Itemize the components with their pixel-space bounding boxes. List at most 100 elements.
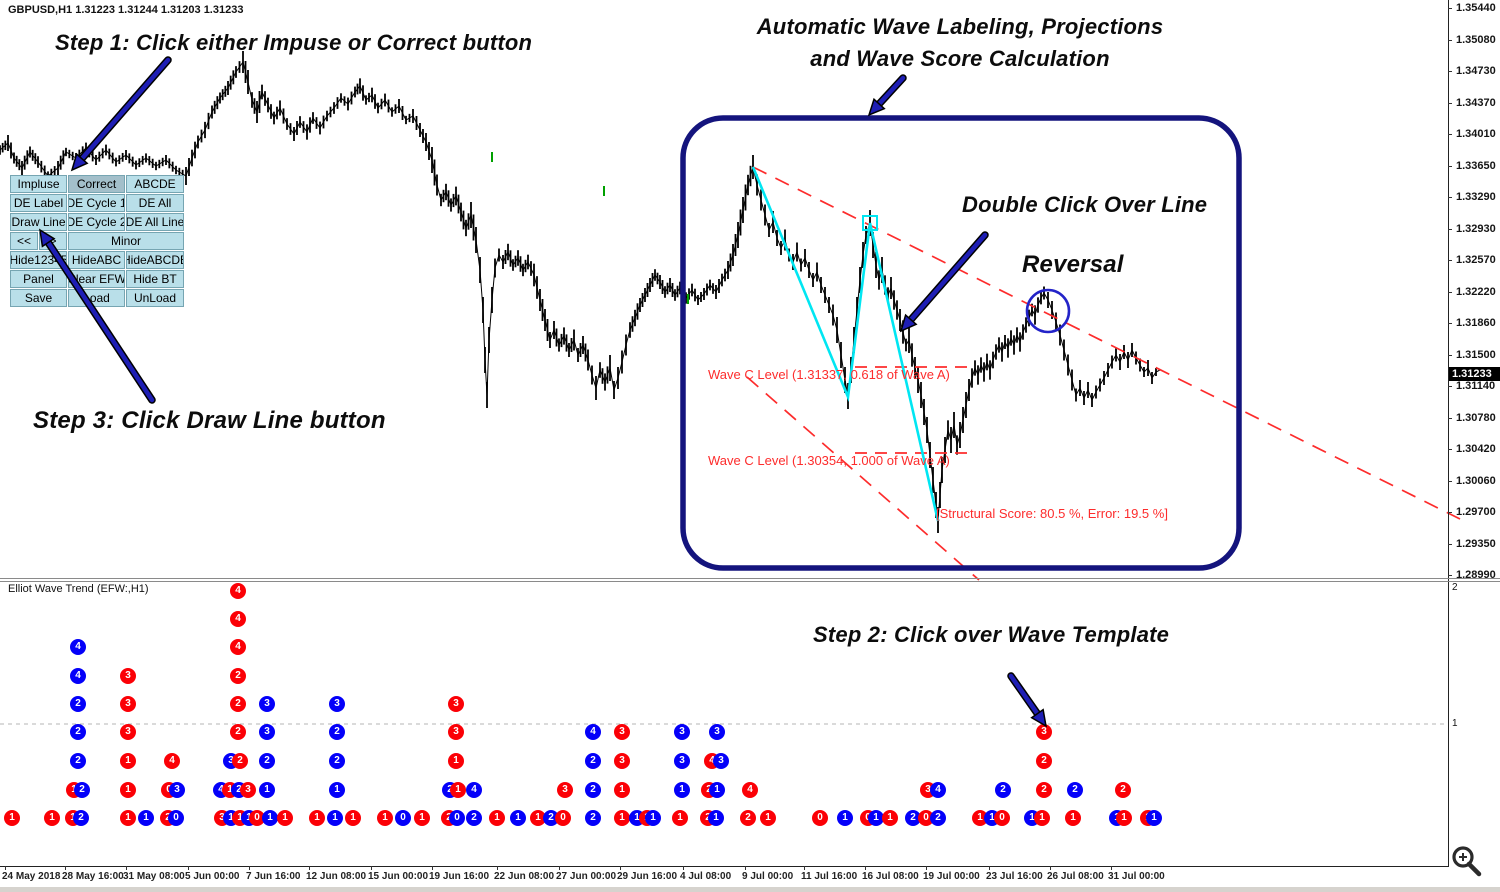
button-hide12345[interactable]: Hide12345 [10,251,67,269]
button-impluse[interactable]: Impluse [10,175,67,193]
button-de-all[interactable]: DE All [126,194,184,212]
annotation-double-click: Double Click Over Line [962,192,1208,217]
time-tick [559,866,560,870]
price-tick-label: 1.29350 [1456,537,1496,550]
wave-ball-red-4: 4 [230,583,246,599]
wave-ball-blue-2: 2 [70,753,86,769]
window-bottom-edge [0,887,1500,892]
button-clear-efw[interactable]: Clear EFW [68,270,125,288]
price-tick-label: 1.32930 [1456,222,1496,235]
wave-ball-red-0: 0 [812,810,828,826]
price-tick-label: 1.33290 [1456,191,1496,203]
button--[interactable]: << [10,232,38,250]
annotation-auto-wave-line2: and Wave Score Calculation [810,46,1110,71]
wave-ball-red-1: 1 [489,810,505,826]
wave-ball-blue-2: 2 [585,782,601,798]
wave-ball-blue-3: 3 [169,782,185,798]
wave-ball-blue-3: 3 [713,753,729,769]
time-tick [432,866,433,870]
wave-ball-red-2: 2 [1036,753,1052,769]
time-tick-label: 19 Jun 16:00 [429,871,490,882]
wave-ball-red-1: 1 [672,810,688,826]
wave-ball-red-1: 1 [309,810,325,826]
button-de-cycle-1[interactable]: DE Cycle 1 [68,194,125,212]
red-dashed-trendline [746,376,980,581]
time-tick-label: 12 Jun 08:00 [306,871,367,882]
time-tick [497,866,498,870]
subwindow-separator-bottom[interactable] [0,581,1500,582]
price-tick [1448,417,1452,419]
current-price-badge: 1.31233 [1449,367,1500,381]
wave-ball-red-1: 1 [44,810,60,826]
button-de-label[interactable]: DE Label [10,194,67,212]
button-panel[interactable]: Panel [10,270,67,288]
wave-ball-blue-2: 2 [585,753,601,769]
wave-ball-red-3: 3 [120,724,136,740]
price-tick [1448,291,1452,293]
wave-ball-red-2: 2 [230,696,246,712]
time-tick-label: 28 May 16:00 [62,871,124,882]
button-hideabc[interactable]: HideABC [68,251,125,269]
time-tick [745,866,746,870]
wave-ball-blue-1: 1 [138,810,154,826]
button-correct[interactable]: Correct [68,175,125,193]
wave-ball-red-1: 1 [120,810,136,826]
time-tick [804,866,805,870]
wave-ball-red-3: 3 [120,696,136,712]
button-hide-bt[interactable]: Hide BT [126,270,184,288]
price-tick-label: 1.31140 [1456,380,1496,392]
wave-ball-red-2: 2 [232,753,248,769]
wave-ball-red-1: 1 [345,810,361,826]
button-hideabcde[interactable]: HideABCDE [126,251,184,269]
wave-ball-blue-1: 1 [709,782,725,798]
price-tick-label: 1.29700 [1456,506,1496,518]
wave-ball-red-3: 3 [240,782,256,798]
time-tick [5,866,6,870]
button-draw-line[interactable]: Draw Line [10,213,67,231]
button-minor[interactable]: Minor [68,232,184,250]
wave-ball-red-2: 2 [740,810,756,826]
wave-ball-red-1: 1 [120,782,136,798]
wave-ball-red-1: 1 [1034,810,1050,826]
wave-ball-blue-1: 1 [1146,810,1162,826]
wave-ball-blue-3: 3 [674,753,690,769]
indicator-name-label: Elliot Wave Trend (EFW:,H1) [8,583,149,595]
wave-ball-blue-3: 3 [259,696,275,712]
button-unload[interactable]: UnLoad [126,289,184,307]
time-tick-label: 4 Jul 08:00 [680,871,732,882]
price-tick-label: 1.33650 [1456,159,1496,172]
wave-ball-blue-3: 3 [674,724,690,740]
button-abcde[interactable]: ABCDE [126,175,184,193]
wave-ball-red-1: 1 [1116,810,1132,826]
time-tick-label: 27 Jun 00:00 [556,871,617,882]
button-save[interactable]: Save [10,289,67,307]
price-tick [1448,575,1452,576]
wave-ball-blue-2: 2 [585,810,601,826]
time-tick [126,866,127,870]
price-tick [1448,228,1452,230]
zoom-in-icon[interactable] [1452,846,1482,877]
price-tick-label: 1.30420 [1456,443,1496,455]
button-load[interactable]: Load [68,289,125,307]
time-tick-label: 7 Jun 16:00 [246,871,301,882]
subwindow-scale-label: 1 [1452,718,1458,729]
button-de-all-line[interactable]: DE All Line [126,213,184,231]
wave-ball-red-0: 0 [994,810,1010,826]
wave-ball-red-1: 1 [760,810,776,826]
wave-ball-blue-1: 1 [327,810,343,826]
wave-ball-red-1: 1 [277,810,293,826]
time-tick-label: 11 Jul 16:00 [801,871,858,882]
price-tick-label: 1.32220 [1456,285,1496,298]
wave-ball-red-1: 1 [4,810,20,826]
wave-ball-blue-2: 2 [329,724,345,740]
price-axis-line [1448,0,1449,866]
time-tick-label: 24 May 2018 [2,871,61,882]
wave-ball-red-3: 3 [448,696,464,712]
price-tick [1448,449,1452,450]
button-de-cycle-2[interactable]: DE Cycle 2 [68,213,125,231]
time-tick [249,866,250,870]
button--[interactable]: > [39,232,67,250]
wave-ball-red-1: 1 [120,753,136,769]
subwindow-separator-top[interactable] [0,578,1500,579]
